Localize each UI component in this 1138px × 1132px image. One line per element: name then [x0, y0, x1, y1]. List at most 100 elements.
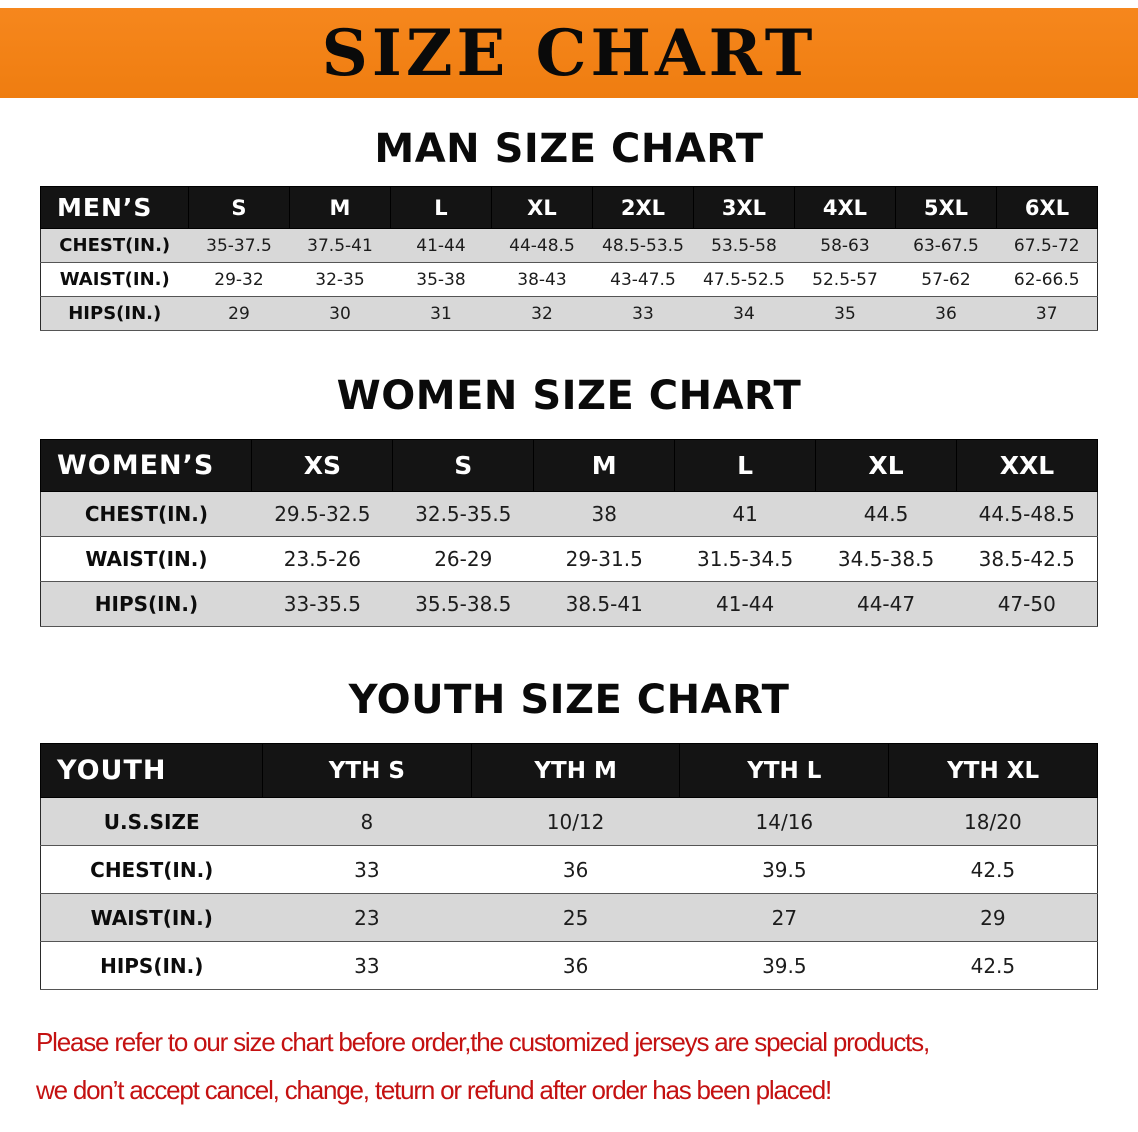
youth-size-section: YOUTH SIZE CHART YOUTH YTH S YTH M YTH L YTH…: [0, 677, 1138, 990]
size-column-header: L: [389, 186, 492, 229]
size-column-header: XS: [251, 439, 394, 492]
row-label: CHEST(IN.): [40, 491, 252, 537]
size-column-header: YTH S: [261, 743, 472, 798]
size-value-cell: 43-47.5: [592, 262, 694, 297]
table-header-row: WOMEN’S XS S M L XL XXL: [39, 439, 1098, 492]
size-value-cell: 38.5-41: [533, 581, 675, 627]
table-row: HIPS(IN.) 29 30 31 32 33 34 35 36 37: [40, 296, 1098, 331]
size-value-cell: 35-38: [390, 262, 492, 297]
disclaimer-line-1: Please refer to our size chart before or…: [36, 1027, 930, 1057]
youth-size-table: YOUTH YTH S YTH M YTH L YTH XL U.S.SIZE 8 10/12…: [40, 743, 1098, 990]
size-column-header: XL: [490, 186, 593, 229]
size-value-cell: 18/20: [888, 797, 1098, 846]
size-column-header: 3XL: [692, 186, 795, 229]
row-label: U.S.SIZE: [40, 797, 263, 846]
table-row: WAIST(IN.) 29-32 32-35 35-38 38-43 43-47.5 47.…: [40, 262, 1098, 297]
table-title-cell: WOMEN’S: [39, 439, 253, 492]
size-value-cell: 62-66.5: [996, 262, 1098, 297]
size-value-cell: 8: [262, 797, 472, 846]
size-value-cell: 29: [888, 893, 1098, 942]
table-row: HIPS(IN.) 33-35.5 35.5-38.5 38.5-41 41-44 44-…: [40, 581, 1098, 627]
size-value-cell: 37: [996, 296, 1098, 331]
table-row: CHEST(IN.) 35-37.5 37.5-41 41-44 44-48.5 48.5…: [40, 228, 1098, 263]
size-value-cell: 42.5: [888, 941, 1098, 990]
row-label: CHEST(IN.): [40, 845, 263, 894]
size-value-cell: 47.5-52.5: [693, 262, 795, 297]
table-title-cell: MEN’S: [40, 186, 189, 229]
size-column-header: XXL: [956, 439, 1098, 492]
row-label: WAIST(IN.): [40, 893, 263, 942]
women-size-section: WOMEN SIZE CHART WOMEN’S XS S M L XL XXL CHEST(…: [0, 373, 1138, 627]
size-value-cell: 44-47: [815, 581, 957, 627]
size-value-cell: 44.5: [815, 491, 957, 537]
women-size-table: WOMEN’S XS S M L XL XXL CHEST(IN.) 29.5-32.5 32.5…: [39, 439, 1098, 627]
size-value-cell: 58-63: [794, 228, 896, 263]
size-value-cell: 52.5-57: [794, 262, 896, 297]
size-column-header: YTH L: [679, 743, 890, 798]
disclaimer-line-2: we don’t accept cancel, change, teturn o…: [36, 1075, 832, 1105]
size-column-header: YTH M: [470, 743, 681, 798]
size-value-cell: 39.5: [679, 941, 889, 990]
table-header-row: MEN’S S M L XL 2XL 3XL 4XL 5XL 6XL: [40, 186, 1099, 229]
size-value-cell: 33: [592, 296, 694, 331]
size-column-header: 5XL: [894, 186, 997, 229]
row-label: WAIST(IN.): [40, 536, 252, 582]
size-value-cell: 23: [262, 893, 472, 942]
row-label: HIPS(IN.): [40, 581, 252, 627]
men-size-section: MAN SIZE CHART MEN’S S M L XL 2XL 3XL 4XL 5XL 6XL…: [0, 126, 1138, 331]
size-value-cell: 31.5-34.5: [674, 536, 816, 582]
table-row: WAIST(IN.) 23.5-26 26-29 29-31.5 31.5-34.5 34…: [40, 536, 1098, 582]
row-label: HIPS(IN.): [40, 941, 263, 990]
size-value-cell: 47-50: [956, 581, 1098, 627]
size-value-cell: 35-37.5: [188, 228, 290, 263]
size-value-cell: 29-32: [188, 262, 290, 297]
size-value-cell: 29-31.5: [533, 536, 675, 582]
size-column-header: M: [533, 439, 676, 492]
size-value-cell: 34.5-38.5: [815, 536, 957, 582]
women-section-heading: WOMEN SIZE CHART: [336, 373, 802, 419]
table-row: CHEST(IN.) 33 36 39.5 42.5: [40, 845, 1098, 894]
size-value-cell: 26-29: [392, 536, 534, 582]
size-column-header: XL: [815, 439, 957, 492]
size-value-cell: 44-48.5: [491, 228, 593, 263]
size-value-cell: 30: [289, 296, 391, 331]
size-value-cell: 14/16: [679, 797, 889, 846]
table-row: CHEST(IN.) 29.5-32.5 32.5-35.5 38 41 44.5 44.5…: [40, 491, 1098, 537]
size-value-cell: 23.5-26: [251, 536, 393, 582]
size-value-cell: 27: [679, 893, 889, 942]
size-value-cell: 41: [674, 491, 816, 537]
size-value-cell: 67.5-72: [996, 228, 1098, 263]
size-value-cell: 25: [471, 893, 680, 942]
size-value-cell: 36: [895, 296, 997, 331]
size-value-cell: 33-35.5: [251, 581, 393, 627]
size-value-cell: 63-67.5: [895, 228, 997, 263]
size-value-cell: 32-35: [289, 262, 391, 297]
size-value-cell: 29.5-32.5: [251, 491, 393, 537]
banner: SIZE CHART: [0, 8, 1138, 98]
size-value-cell: 38: [533, 491, 675, 537]
size-value-cell: 10/12: [471, 797, 680, 846]
size-value-cell: 38.5-42.5: [956, 536, 1098, 582]
size-value-cell: 32: [491, 296, 593, 331]
size-value-cell: 29: [188, 296, 290, 331]
table-row: U.S.SIZE 8 10/12 14/16 18/20: [40, 797, 1098, 846]
size-value-cell: 44.5-48.5: [956, 491, 1098, 537]
men-section-heading: MAN SIZE CHART: [374, 126, 764, 172]
row-label: HIPS(IN.): [40, 296, 189, 331]
size-column-header: 6XL: [995, 186, 1099, 229]
size-column-header: S: [392, 439, 535, 492]
size-value-cell: 48.5-53.5: [592, 228, 694, 263]
size-value-cell: 57-62: [895, 262, 997, 297]
table-row: WAIST(IN.) 23 25 27 29: [40, 893, 1098, 942]
size-value-cell: 33: [262, 845, 472, 894]
size-column-header: YTH XL: [888, 743, 1098, 798]
youth-section-heading: YOUTH SIZE CHART: [348, 677, 790, 723]
row-label: WAIST(IN.): [40, 262, 189, 297]
table-header-row: YOUTH YTH S YTH M YTH L YTH XL: [40, 743, 1098, 798]
size-value-cell: 34: [693, 296, 795, 331]
size-value-cell: 33: [262, 941, 472, 990]
size-value-cell: 32.5-35.5: [392, 491, 534, 537]
size-column-header: M: [288, 186, 391, 229]
size-value-cell: 39.5: [679, 845, 889, 894]
